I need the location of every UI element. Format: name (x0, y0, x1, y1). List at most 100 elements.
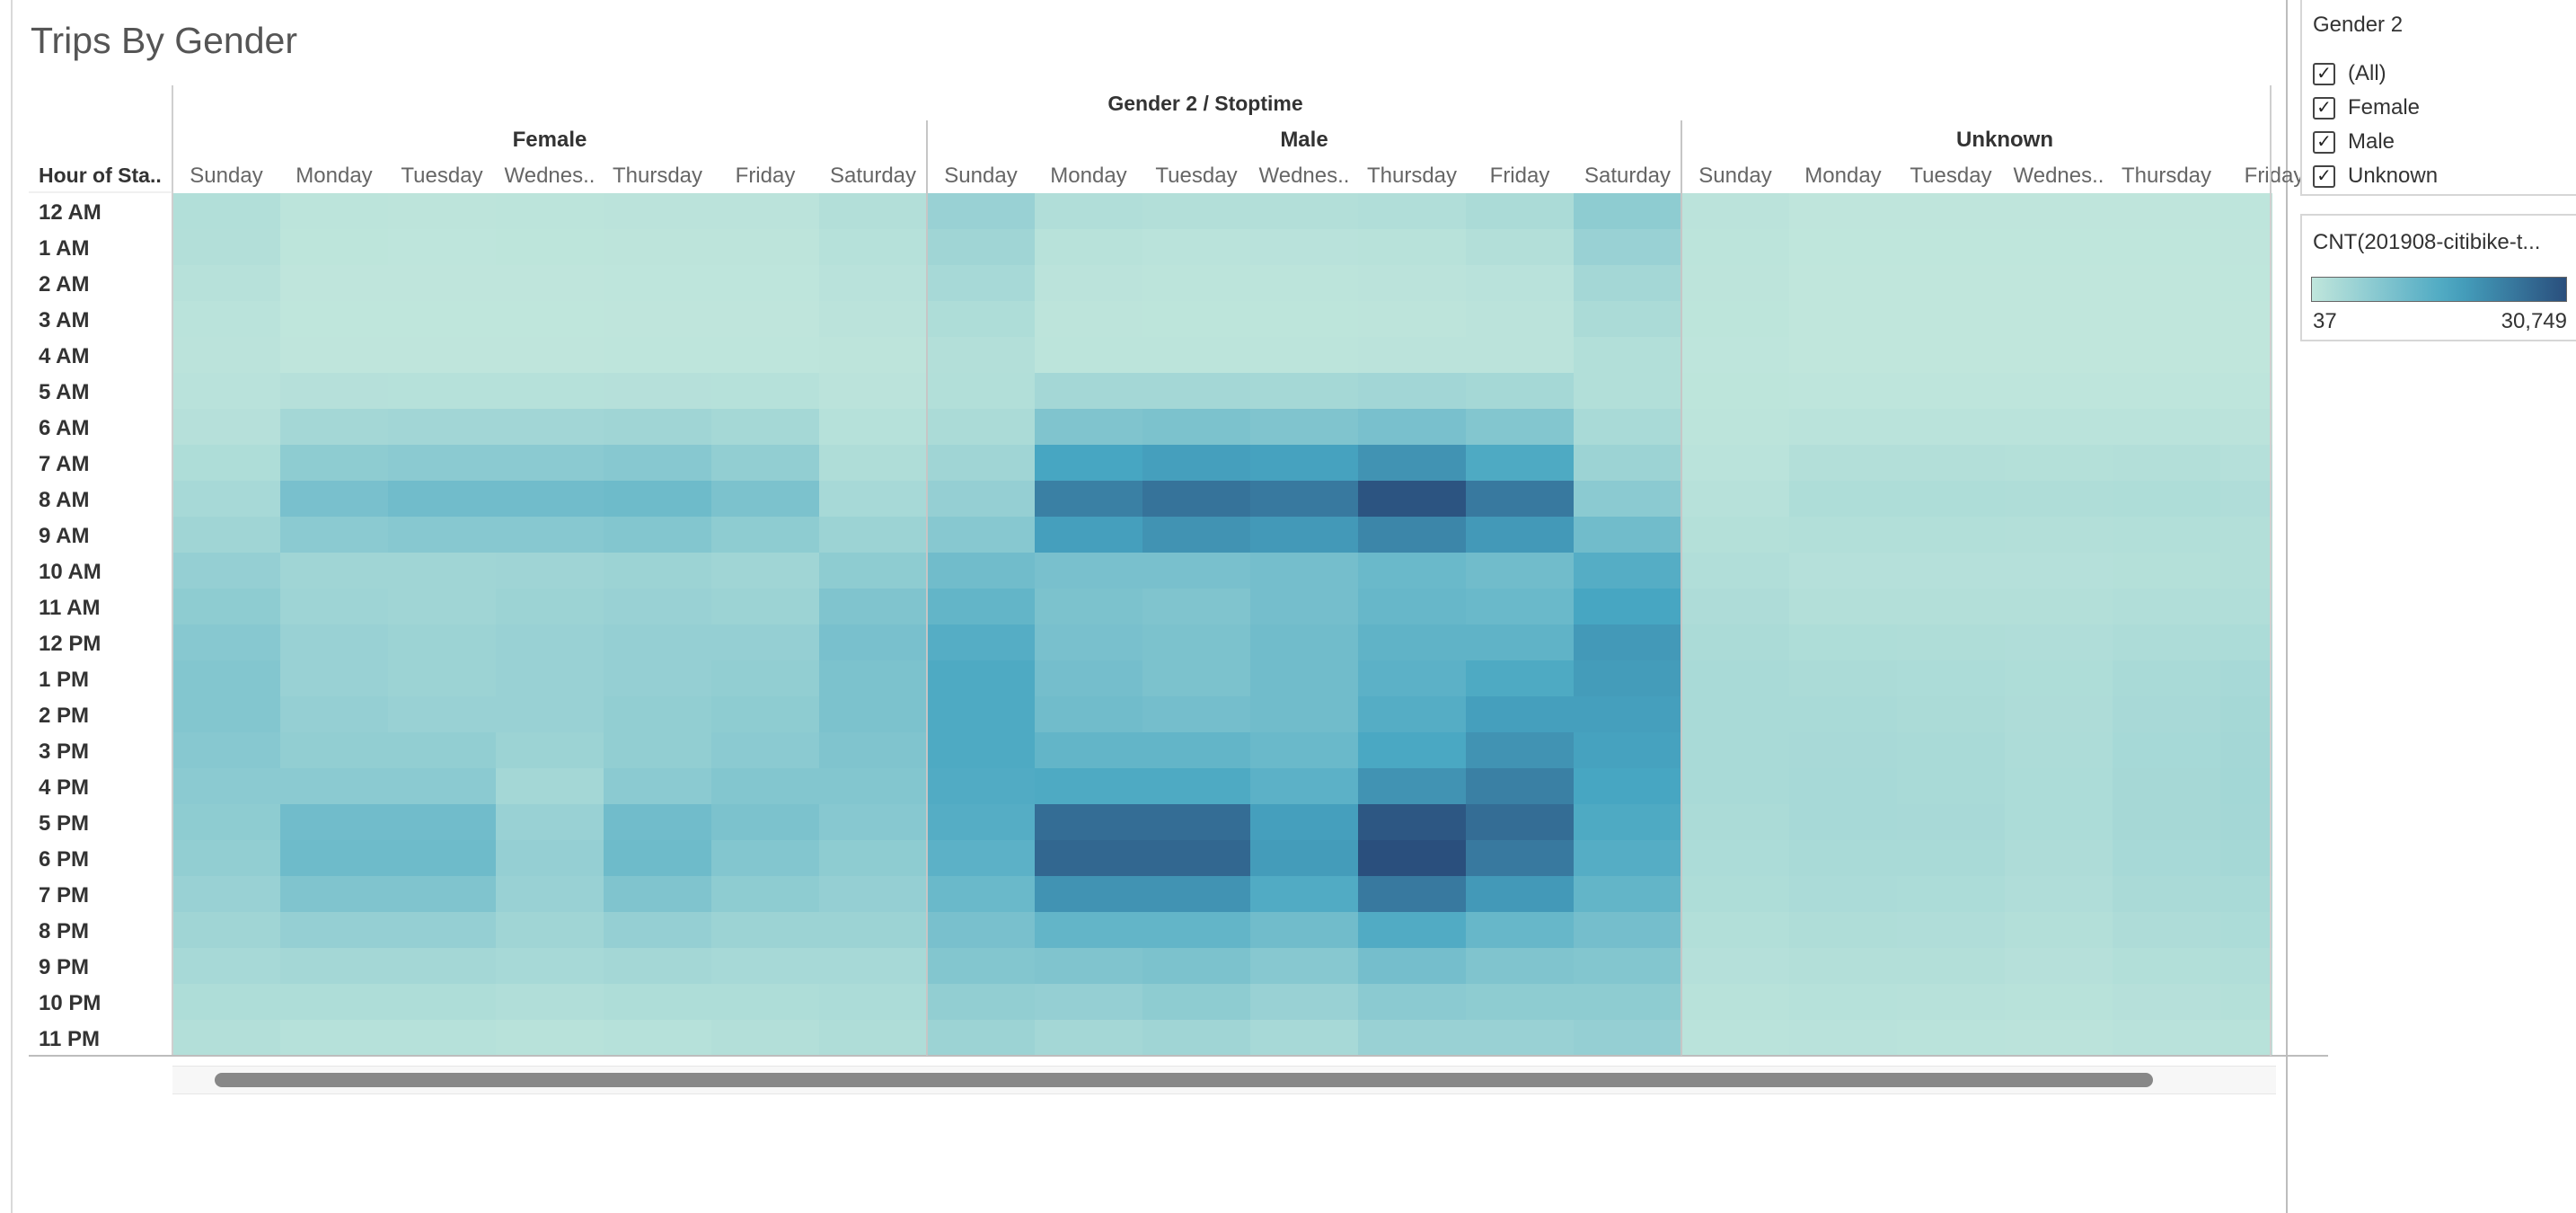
heatmap-cell[interactable] (2005, 984, 2113, 1021)
heatmap-cell[interactable] (2220, 876, 2329, 913)
heatmap-cell[interactable] (1035, 1020, 1143, 1057)
heatmap-cell[interactable] (1466, 768, 1575, 805)
heatmap-cell[interactable] (1574, 732, 1682, 769)
heatmap-cell[interactable] (1897, 589, 2006, 625)
heatmap-cell[interactable] (280, 445, 389, 482)
heatmap-cell[interactable] (2113, 624, 2221, 661)
heatmap-cell[interactable] (388, 660, 497, 697)
heatmap-cell[interactable] (2113, 984, 2221, 1021)
heatmap-cell[interactable] (2220, 409, 2329, 446)
heatmap-cell[interactable] (1789, 1020, 1898, 1057)
heatmap-cell[interactable] (172, 840, 281, 877)
heatmap-cell[interactable] (2005, 265, 2113, 302)
heatmap-cell[interactable] (1358, 589, 1467, 625)
heatmap-cell[interactable] (172, 229, 281, 266)
heatmap-cell[interactable] (1250, 660, 1359, 697)
heatmap-cell[interactable] (1466, 732, 1575, 769)
heatmap-cell[interactable] (1574, 696, 1682, 733)
heatmap-cell[interactable] (1574, 409, 1682, 446)
heatmap-cell[interactable] (2113, 229, 2221, 266)
heatmap-cell[interactable] (1358, 912, 1467, 949)
heatmap-cell[interactable] (604, 696, 712, 733)
heatmap-cell[interactable] (819, 265, 928, 302)
heatmap-cell[interactable] (927, 804, 1036, 841)
heatmap-cell[interactable] (1035, 624, 1143, 661)
heatmap-cell[interactable] (927, 409, 1036, 446)
heatmap-cell[interactable] (711, 660, 820, 697)
heatmap-cell[interactable] (1681, 768, 1790, 805)
heatmap-cell[interactable] (2005, 912, 2113, 949)
heatmap-cell[interactable] (819, 337, 928, 374)
heatmap-cell[interactable] (1789, 553, 1898, 589)
heatmap-cell[interactable] (1789, 589, 1898, 625)
heatmap-cell[interactable] (604, 229, 712, 266)
heatmap-cell[interactable] (1142, 948, 1251, 985)
heatmap-cell[interactable] (280, 373, 389, 410)
heatmap-cell[interactable] (172, 912, 281, 949)
heatmap-cell[interactable] (819, 876, 928, 913)
checkbox-checked-icon[interactable]: ✓ (2313, 62, 2335, 85)
heatmap-cell[interactable] (172, 517, 281, 553)
heatmap-cell[interactable] (1250, 984, 1359, 1021)
heatmap-cell[interactable] (1466, 553, 1575, 589)
heatmap-cell[interactable] (2005, 876, 2113, 913)
heatmap-cell[interactable] (1035, 696, 1143, 733)
heatmap-cell[interactable] (1250, 1020, 1359, 1057)
heatmap-cell[interactable] (819, 768, 928, 805)
heatmap-cell[interactable] (1142, 409, 1251, 446)
heatmap-cell[interactable] (2113, 481, 2221, 518)
heatmap-cell[interactable] (280, 517, 389, 553)
heatmap-cell[interactable] (1897, 445, 2006, 482)
heatmap-cell[interactable] (1681, 660, 1790, 697)
heatmap-cell[interactable] (1142, 876, 1251, 913)
heatmap-cell[interactable] (1574, 265, 1682, 302)
heatmap-cell[interactable] (927, 840, 1036, 877)
heatmap-cell[interactable] (1466, 481, 1575, 518)
heatmap-cell[interactable] (711, 732, 820, 769)
heatmap-cell[interactable] (1142, 768, 1251, 805)
heatmap-cell[interactable] (1142, 840, 1251, 877)
heatmap-cell[interactable] (1142, 337, 1251, 374)
heatmap-cell[interactable] (927, 912, 1036, 949)
heatmap-cell[interactable] (604, 840, 712, 877)
heatmap-cell[interactable] (1574, 912, 1682, 949)
heatmap-cell[interactable] (2220, 948, 2329, 985)
heatmap-cell[interactable] (927, 265, 1036, 302)
heatmap-cell[interactable] (1574, 193, 1682, 230)
heatmap-cell[interactable] (1358, 301, 1467, 338)
heatmap-cell[interactable] (1250, 804, 1359, 841)
heatmap-cell[interactable] (604, 409, 712, 446)
heatmap-cell[interactable] (711, 804, 820, 841)
heatmap-cell[interactable] (1681, 229, 1790, 266)
heatmap-cell[interactable] (172, 337, 281, 374)
heatmap-cell[interactable] (2113, 660, 2221, 697)
heatmap-cell[interactable] (927, 696, 1036, 733)
heatmap-cell[interactable] (2220, 337, 2329, 374)
heatmap-cell[interactable] (1466, 373, 1575, 410)
filter-option-male[interactable]: ✓ Male (2313, 128, 2395, 156)
filter-option-all[interactable]: ✓ (All) (2313, 59, 2386, 88)
heatmap-cell[interactable] (604, 301, 712, 338)
heatmap-cell[interactable] (1142, 517, 1251, 553)
heatmap-cell[interactable] (1897, 517, 2006, 553)
heatmap-cell[interactable] (1681, 553, 1790, 589)
heatmap-cell[interactable] (388, 373, 497, 410)
heatmap-cell[interactable] (1358, 553, 1467, 589)
heatmap-cell[interactable] (1358, 1020, 1467, 1057)
heatmap-cell[interactable] (1466, 696, 1575, 733)
heatmap-cell[interactable] (711, 768, 820, 805)
heatmap-cell[interactable] (388, 948, 497, 985)
heatmap-cell[interactable] (1574, 660, 1682, 697)
heatmap-cell[interactable] (1789, 517, 1898, 553)
heatmap-cell[interactable] (1142, 229, 1251, 266)
heatmap-cell[interactable] (388, 445, 497, 482)
heatmap-cell[interactable] (496, 948, 604, 985)
heatmap-cell[interactable] (2113, 445, 2221, 482)
heatmap-cell[interactable] (1250, 481, 1359, 518)
heatmap-cell[interactable] (496, 373, 604, 410)
heatmap-cell[interactable] (2005, 948, 2113, 985)
heatmap-cell[interactable] (1681, 984, 1790, 1021)
heatmap-cell[interactable] (1035, 265, 1143, 302)
heatmap-cell[interactable] (1250, 696, 1359, 733)
heatmap-cell[interactable] (2220, 768, 2329, 805)
